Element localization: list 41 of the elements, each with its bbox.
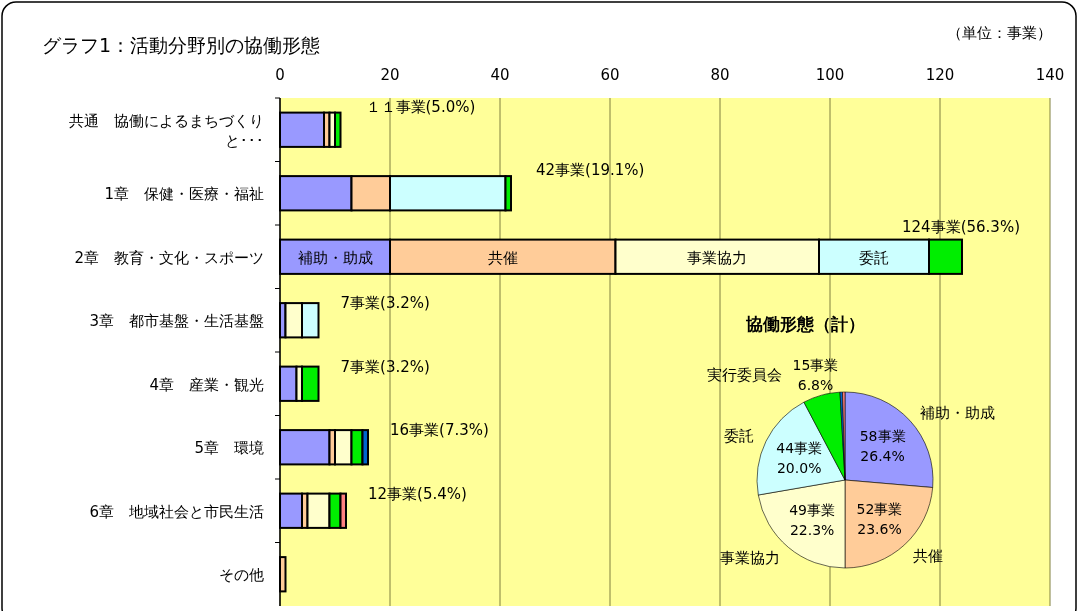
- x-tick-label: 80: [710, 66, 730, 84]
- series-label: 共催: [487, 248, 518, 267]
- x-tick-label: 60: [600, 66, 620, 84]
- x-tick-label: 40: [490, 66, 510, 84]
- y-tick-label: その他: [219, 566, 264, 585]
- slice-label: 実行委員会: [706, 366, 782, 385]
- data-label: 44事業 20.0%: [776, 440, 823, 477]
- series-label: 補助・助成: [297, 248, 373, 267]
- data-label: 58事業 26.4%: [859, 428, 906, 465]
- slice-label: 共催: [913, 546, 944, 565]
- y-tick-label: 6章 地域社会と市民生活: [89, 502, 264, 521]
- x-tick-label: 0: [275, 66, 285, 84]
- slice-label: 補助・助成: [919, 403, 995, 422]
- total-label: 42事業(19.1%): [536, 161, 645, 180]
- chart-title: グラフ1：活動分野別の協働形態: [42, 34, 321, 56]
- y-tick-label: 4章 産業・観光: [149, 375, 264, 394]
- total-label: １１事業(5.0%): [365, 97, 476, 116]
- series-label: 事業協力: [687, 248, 748, 267]
- text: （単位：事業）: [947, 24, 1052, 42]
- slice-label: 事業協力: [719, 549, 780, 568]
- y-tick-label: 5章 環境: [194, 439, 264, 458]
- data-label: 15事業 6.8%: [792, 357, 839, 394]
- data-label: 49事業 22.3%: [789, 502, 836, 539]
- total-label: 12事業(5.4%): [368, 484, 467, 503]
- total-label: 7事業(3.2%): [340, 357, 430, 376]
- chart-title: 協働形態（計）: [744, 314, 865, 334]
- x-tick-label: 140: [1035, 66, 1065, 84]
- series-label: 委託: [859, 248, 889, 267]
- y-tick-label: 共通 協働によるまちづくりと･･･: [69, 111, 264, 150]
- y-tick-label: 3章 都市基盤・生活基盤: [89, 312, 264, 331]
- y-tick-label: 2章 教育・文化・スポーツ: [74, 248, 264, 267]
- x-tick-label: 20: [380, 66, 400, 84]
- y-tick-label: 1章 保健・医療・福祉: [104, 185, 264, 204]
- x-tick-label: 100: [815, 66, 845, 84]
- x-tick-label: 120: [925, 66, 955, 84]
- slice-label: 委託: [724, 427, 755, 446]
- total-label: 16事業(7.3%): [390, 421, 489, 440]
- total-label: 124事業(56.3%): [902, 217, 1020, 236]
- data-label: 52事業 23.6%: [856, 500, 903, 537]
- total-label: 7事業(3.2%): [340, 294, 430, 313]
- pie-slice: [842, 391, 846, 481]
